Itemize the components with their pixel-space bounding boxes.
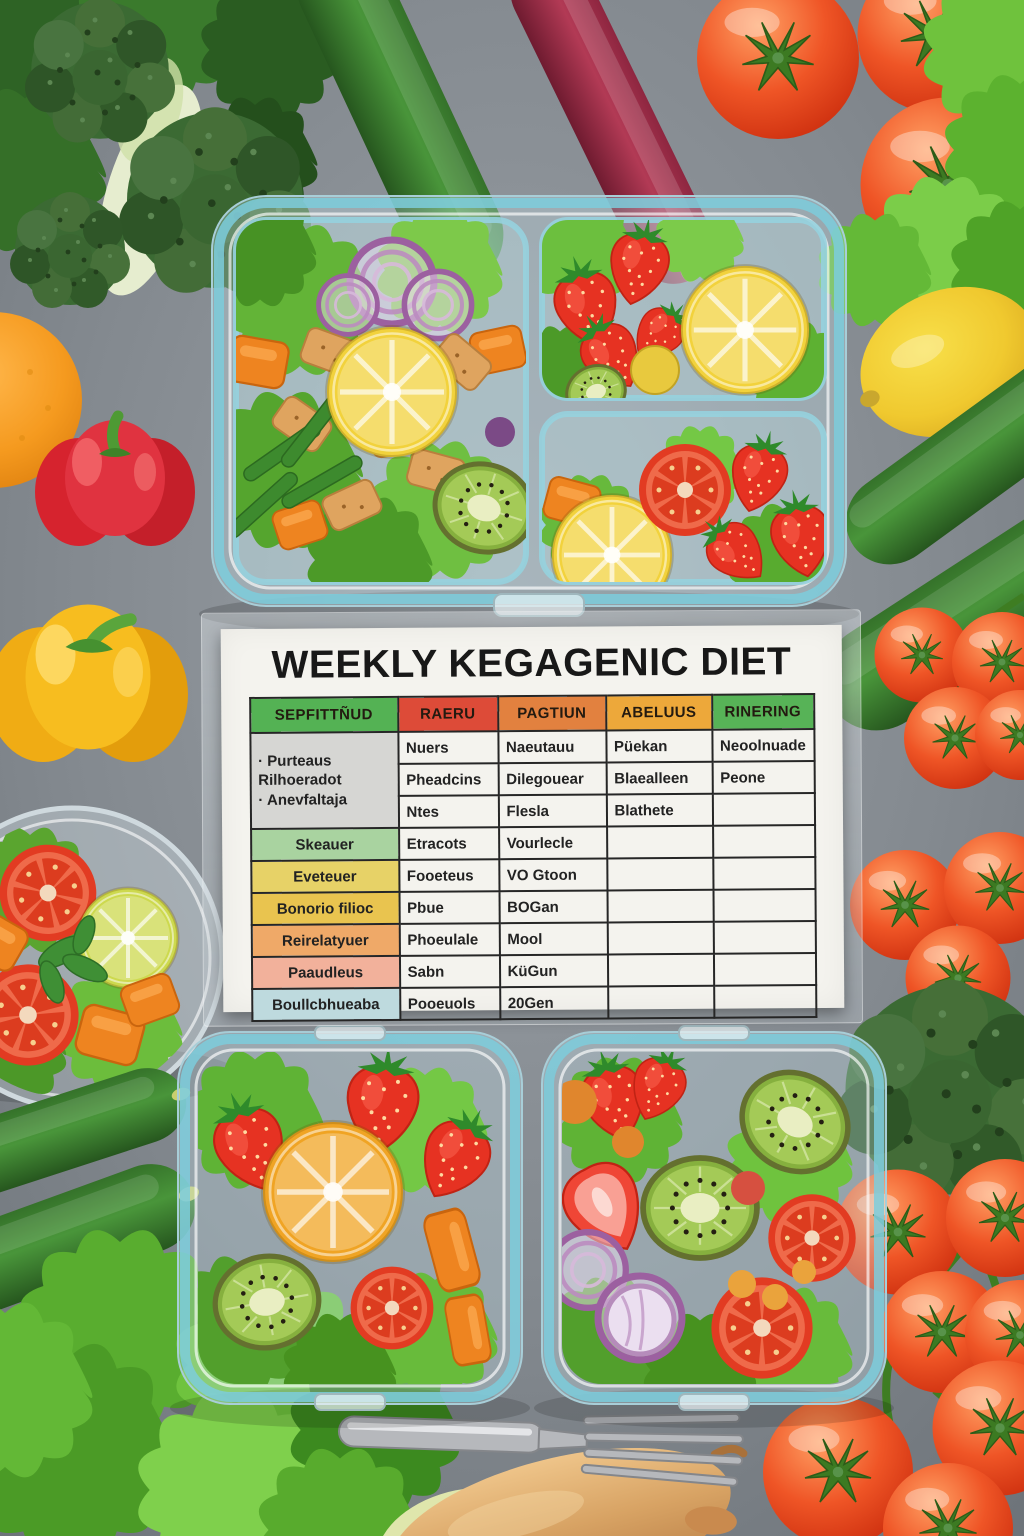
table-row: Reirelatyuer Phoeulale Mool xyxy=(251,921,816,957)
table-cell: Dilegouear xyxy=(498,762,607,796)
row-label: Bonorio filioc xyxy=(251,891,400,925)
table-cell xyxy=(713,985,816,1018)
table-cell: Pooeuols xyxy=(399,987,500,1020)
lemon-slice xyxy=(681,266,809,394)
table-cell: Peone xyxy=(712,761,815,794)
diet-table-header-row: Sepfittñud Raeru Pagtiun Abeluus Rinerin… xyxy=(249,694,814,733)
table-row: Eveteuer Fooeteus VO Gtoon xyxy=(250,857,815,893)
table-cell xyxy=(712,857,815,890)
meal-box-right xyxy=(534,1025,894,1428)
table-cell xyxy=(607,985,714,1019)
red-bell-pepper xyxy=(35,410,195,546)
table-cell: Nuers xyxy=(397,731,499,764)
table-cell: Pheadcins xyxy=(398,763,499,796)
tomato-slice xyxy=(639,444,731,536)
table-cell: Püekan xyxy=(605,729,713,763)
table-cell: Etracots xyxy=(398,827,499,860)
table-cell xyxy=(607,921,714,955)
olive xyxy=(485,417,515,447)
diet-table-header: Pagtiun xyxy=(497,695,606,732)
table-cell xyxy=(713,921,816,954)
diet-table: Sepfittñud Raeru Pagtiun Abeluus Rinerin… xyxy=(249,693,817,1022)
cherry-tomato-vine-right xyxy=(874,593,1024,790)
row-label: · Purteaus Rilhoeradot · Anevfaltaja xyxy=(249,731,399,829)
dried-fruit xyxy=(562,1080,597,1124)
table-cell: Pbue xyxy=(399,891,500,924)
lemon-slice xyxy=(327,327,457,457)
table-row: Skeauer Etracots Vourlecle xyxy=(250,825,815,861)
diet-chart-title: WEEKLY KEGAGENIC DIET xyxy=(271,640,792,687)
mint-leaves xyxy=(38,915,108,1004)
table-cell: Phoeulale xyxy=(399,923,500,956)
table-cell: Blathete xyxy=(606,793,713,827)
table-cell xyxy=(606,825,713,859)
table-row: Boullcbhueaba Pooeuols 20Gen xyxy=(251,985,816,1021)
table-cell xyxy=(712,825,815,858)
row-label: Paaudleus xyxy=(251,955,400,989)
strawberry-half xyxy=(562,1161,640,1250)
table-cell: Blaealleen xyxy=(606,761,713,795)
fork xyxy=(337,1412,744,1487)
table-cell: 20Gen xyxy=(499,986,608,1020)
table-cell xyxy=(606,857,714,891)
table-cell: Vourlecle xyxy=(498,826,607,860)
table-cell xyxy=(713,889,816,922)
table-cell: Ntes xyxy=(398,795,499,828)
diet-table-header: Rinering xyxy=(711,694,814,730)
diet-table-header: Raeru xyxy=(397,696,498,732)
table-cell: Mool xyxy=(499,922,608,956)
table-row: · Purteaus Rilhoeradot · Anevfaltaja Nue… xyxy=(249,729,815,829)
row-label: Boullcbhueaba xyxy=(251,987,400,1021)
lid-latch xyxy=(493,593,585,617)
diet-table-header: Sepfittñud xyxy=(249,696,398,733)
table-cell: Sabn xyxy=(399,955,500,988)
table-cell: KüGun xyxy=(499,954,608,988)
tomatoes-bottom-right xyxy=(762,1158,1024,1536)
table-cell: BOGan xyxy=(499,890,608,924)
diet-table-header: Abeluus xyxy=(605,694,712,731)
sweet-potato xyxy=(377,1444,748,1536)
onion-half xyxy=(603,1283,677,1357)
table-cell: VO Gtoon xyxy=(498,858,608,892)
table-cell xyxy=(712,793,815,826)
table-cell: Flesla xyxy=(498,794,607,828)
table-cell xyxy=(607,953,714,987)
bento-salad-compartment xyxy=(236,220,526,582)
table-cell: Naeutauu xyxy=(497,730,607,764)
row-label: Eveteuer xyxy=(250,859,400,893)
orange-slice xyxy=(263,1122,403,1262)
diet-chart-paper: WEEKLY KEGAGENIC DIET Sepfittñud Raeru P… xyxy=(220,624,845,1021)
gooseberry xyxy=(630,345,680,395)
table-cell xyxy=(713,953,816,986)
table-row: Paaudleus Sabn KüGun xyxy=(251,953,816,989)
meal-box-left xyxy=(170,1025,530,1428)
table-cell: Neoolnuade xyxy=(711,729,815,762)
bento-berry-compartment xyxy=(542,220,824,398)
tomatoes-right-mid xyxy=(849,831,1024,1032)
table-row: Bonorio filioc Pbue BOGan xyxy=(251,889,816,925)
yellow-bell-pepper xyxy=(0,604,188,762)
bento-container xyxy=(199,195,859,638)
row-label: Skeauer xyxy=(250,827,399,861)
table-cell: Fooeteus xyxy=(398,859,500,892)
row-label: Reirelatyuer xyxy=(251,923,400,957)
table-cell xyxy=(607,889,714,923)
